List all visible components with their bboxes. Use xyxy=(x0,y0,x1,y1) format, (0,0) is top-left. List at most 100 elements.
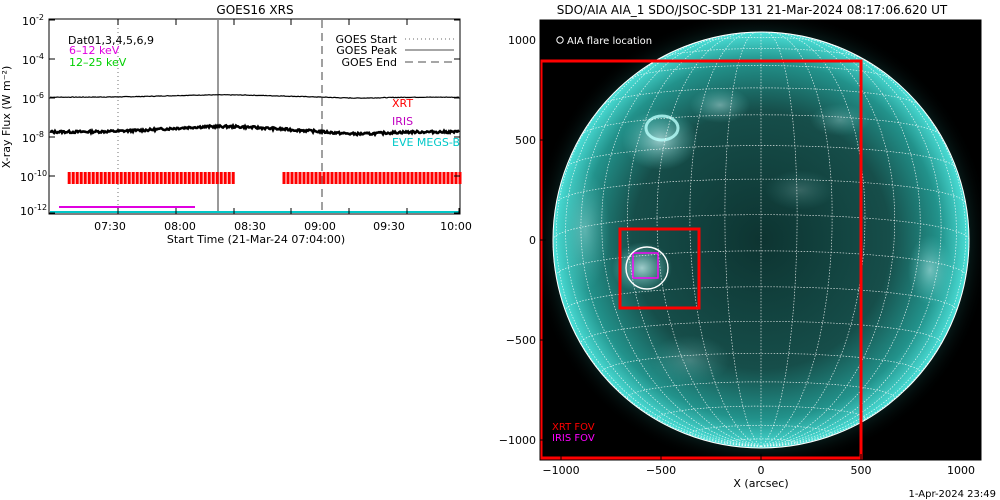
xrt-observation-bar xyxy=(314,172,318,184)
goes-plot-area: Dat01,3,4,5,6,9 6–12 keV 12–25 keV GOES … xyxy=(48,18,462,215)
xrt-observation-bar xyxy=(143,172,147,184)
parallel-line xyxy=(626,381,896,401)
aia-x-axis: −1000 −500 0 500 1000 X (arcsec) xyxy=(542,454,975,490)
xrt-observation-bar xyxy=(386,172,390,184)
meridian-line xyxy=(580,36,762,447)
parallel-line xyxy=(656,405,866,422)
xrt-observation-bar xyxy=(95,172,99,184)
xrt-observation-bar xyxy=(175,172,179,184)
aia-x-tick-label: 0 xyxy=(758,464,765,477)
xrt-observation-bar xyxy=(111,172,115,184)
xrt-observation-bar xyxy=(151,172,155,184)
legend-dataset: Dat01,3,4,5,6,9 xyxy=(68,34,154,47)
xrt-observation-bar xyxy=(135,172,139,184)
solar-limb xyxy=(552,31,970,449)
xrt-observation-bar xyxy=(99,172,103,184)
legend-6-12kev: 6–12 keV xyxy=(69,44,120,57)
meridian-line xyxy=(760,34,921,447)
xrt-observation-bar xyxy=(87,172,91,184)
iris-fov xyxy=(632,252,659,279)
aia-y-tick-label: 500 xyxy=(515,134,536,147)
footer-timestamp: 1-Apr-2024 23:49 xyxy=(909,489,996,500)
xrt-observation-bar xyxy=(227,172,231,184)
xrt-observation-bar xyxy=(454,172,458,184)
xrt-observation-bar xyxy=(167,172,171,184)
goes-y-axis-label: X-ray Flux (W m⁻²) xyxy=(0,66,13,168)
xrt-observation-bar xyxy=(358,172,362,184)
xrt-observation-bar xyxy=(147,172,151,184)
y-tick-label: 10-12 xyxy=(20,203,47,218)
xrt-observation-bar xyxy=(394,172,398,184)
xrt-observation-bar xyxy=(458,172,462,184)
xrt-observation-bar xyxy=(402,172,406,184)
legend-goes-end: GOES End xyxy=(341,56,397,69)
meridian-line xyxy=(760,31,833,447)
xrt-observation-bar xyxy=(163,172,167,184)
label-eve-megs-b: EVE MEGS-B xyxy=(392,136,460,149)
label-xrt: XRT xyxy=(392,97,413,110)
xrt-observation-bar xyxy=(418,172,422,184)
xrt-observation-bar xyxy=(179,172,183,184)
xrt-observation-bar xyxy=(215,172,219,184)
xrt-observation-bar xyxy=(426,172,430,184)
x-tick-label: 09:30 xyxy=(373,220,405,233)
xrt-observation-bar xyxy=(127,172,131,184)
xrt-observation-bar xyxy=(139,172,143,184)
goes-x-axis-label: Start Time (21-Mar-24 07:04:00) xyxy=(167,233,345,246)
xrt-observation-bar xyxy=(302,172,306,184)
label-iris: IRIS xyxy=(392,115,413,128)
meridian-line xyxy=(656,32,762,447)
xrt-observation-bar xyxy=(115,172,119,184)
parallel-line xyxy=(565,286,957,312)
xrt-observation-bar xyxy=(370,172,374,184)
x-tick-label: 09:00 xyxy=(304,220,336,233)
goes-y-axis: 10-2 10-4 10-6 10-8 10-10 10-12 X-ray Fl… xyxy=(0,13,460,218)
aia-y-tick-label: −1000 xyxy=(499,434,536,447)
xrt-observation-bar xyxy=(438,172,442,184)
xrt-observation-bar xyxy=(382,172,386,184)
xrt-observation-bar xyxy=(223,172,227,184)
xrt-observation-bar xyxy=(195,172,199,184)
xrt-observation-bar xyxy=(83,172,87,184)
aia-y-tick-label: 1000 xyxy=(508,34,536,47)
xrt-observation-bar xyxy=(155,172,159,184)
aia-x-tick-label: 1000 xyxy=(947,464,975,477)
xrt-observation-bar xyxy=(342,172,346,184)
y-tick-label: 10-4 xyxy=(22,52,44,67)
flare-location-legend-symbol xyxy=(556,36,564,44)
aia-x-tick-label: 500 xyxy=(851,464,872,477)
aia-y-axis: 1000 500 0 −500 −1000 xyxy=(499,34,546,447)
xrt-observation-bar xyxy=(442,172,446,184)
xrt-observation-bar xyxy=(390,172,394,184)
xrt-observation-bar xyxy=(107,172,111,184)
xrt-observation-bar xyxy=(434,172,438,184)
xrt-observation-bar xyxy=(91,172,95,184)
aia-title: SDO/AIA AIA_1 SDO/JSOC-SDP 131 21-Mar-20… xyxy=(557,3,948,17)
meridian-line xyxy=(626,32,762,447)
meridian-line xyxy=(760,32,896,447)
flare-location-circle xyxy=(625,246,669,290)
xrt-observation-bar xyxy=(374,172,378,184)
x-tick-label: 08:30 xyxy=(234,220,266,233)
xrt-observation-bar xyxy=(446,172,450,184)
xrt-observation-bar xyxy=(378,172,382,184)
xrt-observation-bar xyxy=(414,172,418,184)
parallel-line xyxy=(565,145,957,168)
parallel-line xyxy=(629,65,893,80)
xrt-observation-bar xyxy=(338,172,342,184)
xrt-observation-bar xyxy=(119,172,123,184)
legend-goes-peak: GOES Peak xyxy=(336,44,397,57)
active-regions xyxy=(560,87,952,385)
xrt-observation-bar xyxy=(318,172,322,184)
y-tick-label: 10-6 xyxy=(22,91,44,106)
parallel-line xyxy=(580,320,942,345)
aia-x-tick-label: −1000 xyxy=(542,464,579,477)
meridian-line xyxy=(760,32,866,447)
goes-title: GOES16 XRS xyxy=(216,3,293,17)
parallel-line xyxy=(581,114,941,135)
legend-12-25kev: 12–25 keV xyxy=(69,56,127,69)
aia-y-tick-label: −500 xyxy=(506,334,536,347)
xrt-observation-bar xyxy=(282,172,286,184)
meridian-line xyxy=(760,36,942,447)
xrt-observation-bar xyxy=(310,172,314,184)
